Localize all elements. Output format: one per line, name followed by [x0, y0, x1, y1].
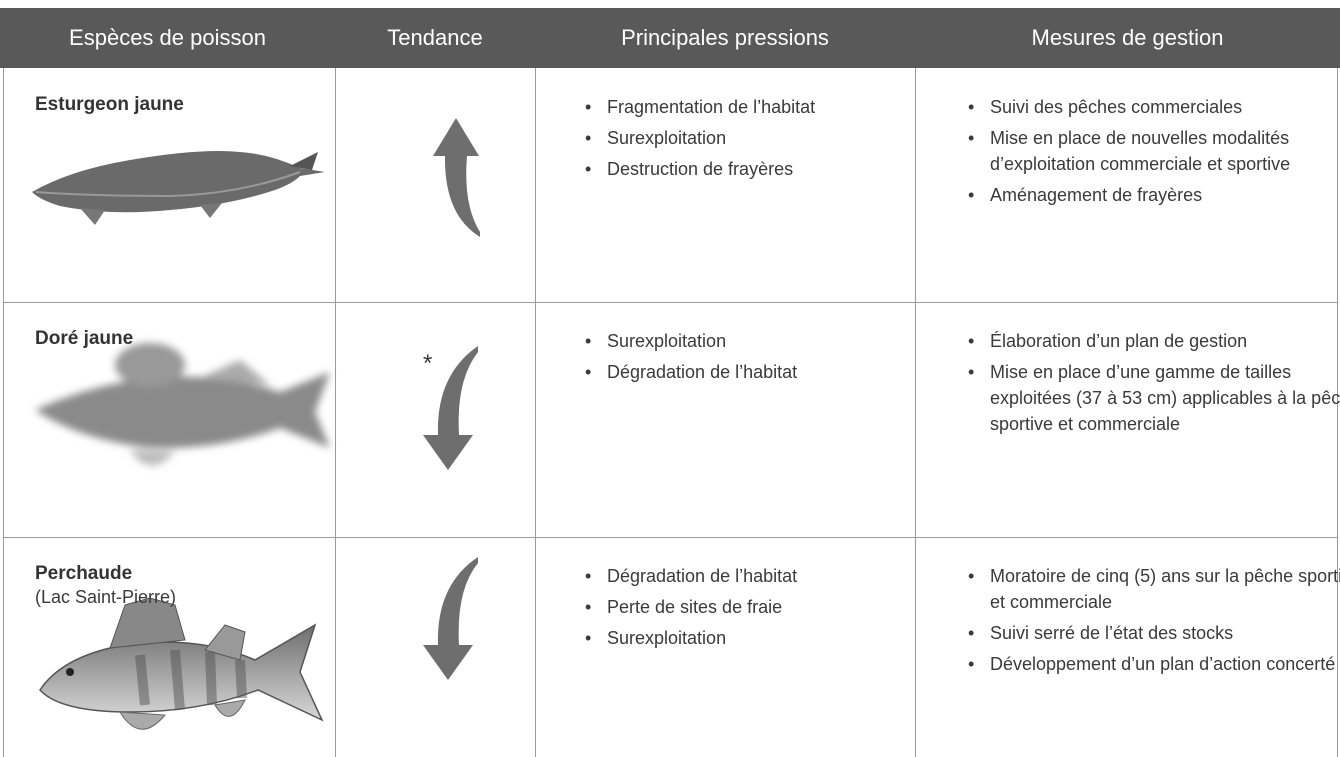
measure-item: Mise en place de nouvelles modalités d’e…: [968, 125, 1340, 177]
trend-arrows: [423, 118, 480, 680]
column-header: Mesures de gestion: [1031, 25, 1224, 50]
cell-border: [3, 68, 4, 757]
pressures-list: Fragmentation de l’habitat Surexploitatio…: [585, 94, 925, 187]
species-location: (Lac Saint-Pierre): [35, 587, 177, 607]
header-band: [0, 8, 1340, 68]
species-name: Doré jaune: [35, 328, 134, 349]
walleye-image: [35, 343, 330, 466]
measure-item: Suivi serré de l’état des stocks: [968, 620, 1340, 646]
pressure-item: Fragmentation de l’habitat: [585, 94, 925, 120]
measure-item: Développement d’un plan d’action concert…: [968, 651, 1340, 677]
pressure-item: Perte de sites de fraie: [585, 594, 925, 620]
pressure-item: Dégradation de l’habitat: [585, 563, 925, 589]
arrow-down: [423, 346, 478, 470]
pressures-list: Surexploitation Dégradation de l’habitat: [585, 328, 925, 390]
pressure-item: Destruction de frayères: [585, 156, 925, 182]
perch-image: [39, 597, 324, 730]
column-header: Principales pressions: [621, 25, 829, 50]
sturgeon-image: [32, 151, 325, 225]
measure-item: Élaboration d’un plan de gestion: [968, 328, 1340, 354]
species-name: Esturgeon jaune: [35, 94, 184, 115]
measure-item: Mise en place d’une gamme de tailles exp…: [968, 359, 1340, 437]
pressures-list: Dégradation de l’habitat Perte de sites d…: [585, 563, 925, 656]
trend-note: *: [423, 350, 433, 377]
species-name: Perchaude: [35, 563, 133, 584]
column-header: Espèces de poisson: [69, 25, 266, 50]
measure-item: Moratoire de cinq (5) ans sur la pêche s…: [968, 563, 1340, 615]
cell-border: [335, 68, 336, 757]
measures-list: Moratoire de cinq (5) ans sur la pêche s…: [968, 563, 1340, 682]
pressure-item: Surexploitation: [585, 125, 925, 151]
pressure-item: Surexploitation: [585, 625, 925, 651]
measures-list: Suivi des pêches commerciales Mise en pla…: [968, 94, 1340, 213]
cell-border: [915, 68, 916, 757]
pressure-item: Surexploitation: [585, 328, 925, 354]
measure-item: Aménagement de frayères: [968, 182, 1340, 208]
row-border: [3, 537, 1337, 538]
cell-border: [535, 68, 536, 757]
column-header: Tendance: [387, 25, 483, 50]
arrow-up: [433, 118, 480, 237]
row-border: [3, 302, 1337, 303]
pressure-item: Dégradation de l’habitat: [585, 359, 925, 385]
measure-item: Suivi des pêches commerciales: [968, 94, 1340, 120]
measures-list: Élaboration d’un plan de gestion Mise en …: [968, 328, 1340, 442]
arrow-down: [423, 557, 478, 680]
